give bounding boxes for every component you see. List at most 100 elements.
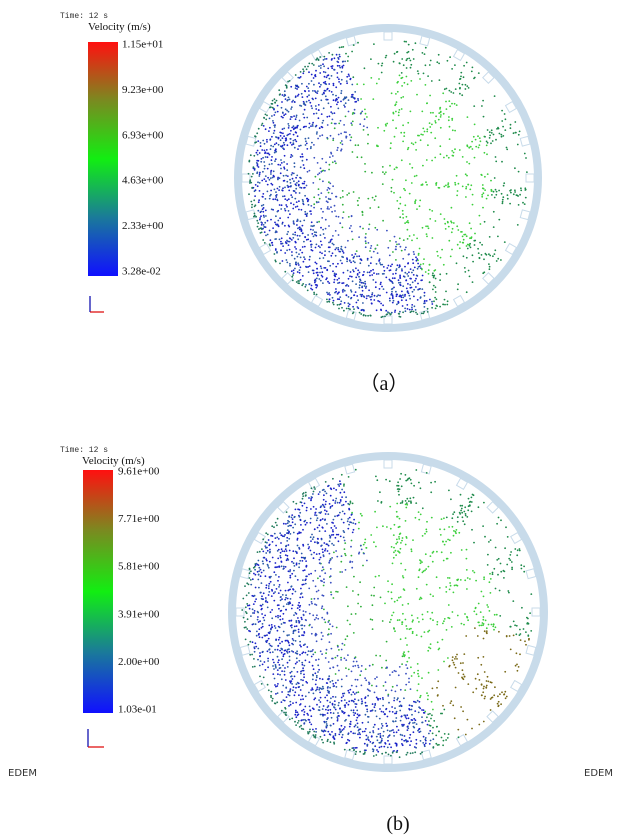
particle bbox=[320, 736, 322, 738]
particle bbox=[395, 241, 397, 243]
particle bbox=[463, 624, 465, 626]
particle bbox=[329, 503, 331, 505]
particle bbox=[401, 270, 403, 272]
particle bbox=[411, 615, 413, 617]
particle bbox=[298, 622, 300, 624]
particle bbox=[368, 682, 370, 684]
particle bbox=[425, 742, 427, 744]
particle bbox=[312, 182, 314, 184]
particle bbox=[282, 187, 284, 189]
particle bbox=[291, 514, 293, 516]
particle bbox=[305, 524, 307, 526]
particle bbox=[317, 162, 319, 164]
particle bbox=[430, 725, 432, 727]
particle bbox=[422, 535, 424, 537]
particle bbox=[261, 683, 263, 685]
particle bbox=[283, 606, 285, 608]
particle bbox=[508, 592, 510, 594]
particle bbox=[267, 191, 269, 193]
particle bbox=[319, 258, 321, 260]
particle bbox=[328, 628, 330, 630]
panel-label: (b) bbox=[386, 813, 409, 835]
particle bbox=[270, 696, 272, 698]
particle bbox=[484, 630, 486, 632]
particle bbox=[329, 164, 331, 166]
particle bbox=[270, 691, 272, 693]
particle bbox=[303, 117, 305, 119]
particle bbox=[336, 627, 338, 629]
particle bbox=[390, 746, 392, 748]
particle bbox=[327, 739, 329, 741]
particle bbox=[321, 594, 323, 596]
particle bbox=[348, 692, 350, 694]
particle bbox=[326, 493, 328, 495]
particle bbox=[324, 734, 326, 736]
particle bbox=[358, 528, 360, 530]
particle bbox=[291, 270, 293, 272]
particle bbox=[252, 666, 254, 668]
particle bbox=[518, 171, 520, 173]
particle bbox=[289, 659, 291, 661]
particle bbox=[418, 675, 420, 677]
particle bbox=[270, 170, 272, 172]
particle bbox=[368, 716, 370, 718]
particle bbox=[331, 67, 333, 69]
particle bbox=[318, 659, 320, 661]
particle bbox=[314, 652, 316, 654]
particle bbox=[317, 664, 319, 666]
particle bbox=[355, 469, 357, 471]
particle bbox=[343, 252, 345, 254]
particle bbox=[437, 641, 439, 643]
particle bbox=[427, 713, 429, 715]
particle bbox=[300, 699, 302, 701]
particle bbox=[277, 188, 279, 190]
particle bbox=[408, 51, 410, 53]
particle bbox=[298, 660, 300, 662]
particle bbox=[248, 193, 250, 195]
particle bbox=[397, 541, 399, 543]
particle bbox=[289, 179, 291, 181]
particle bbox=[295, 509, 297, 511]
particle bbox=[282, 618, 284, 620]
particle bbox=[356, 686, 358, 688]
particle bbox=[444, 529, 446, 531]
particle bbox=[416, 260, 418, 262]
particle bbox=[377, 733, 379, 735]
particle bbox=[328, 246, 330, 248]
particle bbox=[355, 283, 357, 285]
particle bbox=[289, 138, 291, 140]
particle bbox=[361, 282, 363, 284]
particle bbox=[329, 183, 331, 185]
particle bbox=[275, 545, 277, 547]
particle bbox=[349, 79, 351, 81]
particle bbox=[393, 300, 395, 302]
particle bbox=[398, 597, 400, 599]
particle bbox=[301, 252, 303, 254]
particle bbox=[341, 697, 343, 699]
particle bbox=[300, 671, 302, 673]
particle bbox=[426, 233, 428, 235]
particle bbox=[475, 139, 477, 141]
particle bbox=[520, 187, 522, 189]
particle bbox=[322, 518, 324, 520]
particle bbox=[307, 171, 309, 173]
particle-plot bbox=[232, 456, 544, 768]
particle bbox=[375, 195, 377, 197]
particle bbox=[269, 648, 271, 650]
particle bbox=[343, 104, 345, 106]
particle bbox=[291, 561, 293, 563]
particle bbox=[263, 570, 265, 572]
particle bbox=[302, 200, 304, 202]
particle bbox=[279, 164, 281, 166]
particle bbox=[464, 579, 466, 581]
particle bbox=[494, 197, 496, 199]
particle bbox=[352, 522, 354, 524]
particle bbox=[279, 674, 281, 676]
particle bbox=[307, 234, 309, 236]
particle bbox=[494, 253, 496, 255]
particle bbox=[438, 649, 440, 651]
particle bbox=[269, 127, 271, 129]
particle bbox=[300, 725, 302, 727]
particle bbox=[487, 173, 489, 175]
particle bbox=[465, 196, 467, 198]
